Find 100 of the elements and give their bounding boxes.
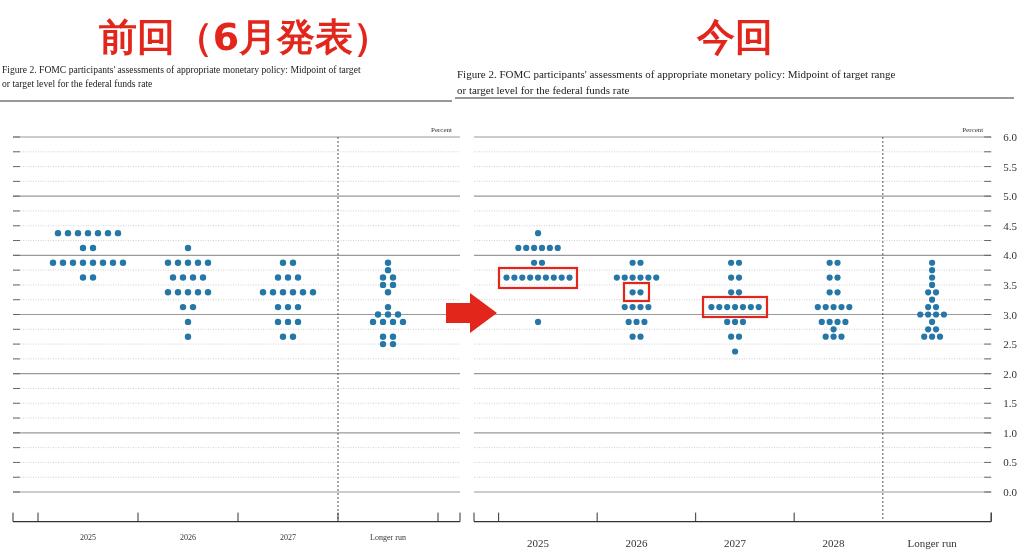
x-tick-label: 2027 <box>280 533 296 542</box>
point <box>284 274 292 281</box>
point <box>379 281 387 289</box>
point <box>89 274 97 281</box>
point <box>79 244 87 252</box>
point <box>503 274 510 281</box>
point <box>523 244 530 252</box>
point <box>830 326 837 333</box>
point <box>389 318 397 326</box>
point <box>724 304 731 311</box>
point <box>389 274 397 281</box>
x-tick-label: 2028 <box>822 537 846 549</box>
point <box>294 274 302 281</box>
point <box>184 318 192 326</box>
point <box>818 318 825 325</box>
x-tick-label: 2025 <box>527 537 550 549</box>
point <box>515 244 522 252</box>
point <box>708 304 715 311</box>
x-tick-label: Longer run <box>907 537 958 549</box>
y-tick-label: 6.0 <box>1003 131 1018 143</box>
point <box>928 267 936 274</box>
point <box>838 304 845 311</box>
point <box>279 289 287 296</box>
point <box>189 274 197 281</box>
point <box>936 333 944 340</box>
y-tick-label: 4.0 <box>1003 249 1018 262</box>
point <box>735 274 743 281</box>
y-tick-label: 5.5 <box>1003 160 1018 173</box>
point <box>389 340 397 348</box>
point <box>826 259 833 266</box>
point <box>822 333 829 340</box>
point <box>940 311 948 318</box>
point <box>550 274 557 281</box>
point <box>731 318 739 325</box>
point <box>755 304 762 311</box>
point <box>399 318 407 326</box>
point <box>621 304 628 311</box>
point <box>925 304 932 311</box>
point <box>379 318 387 326</box>
point <box>169 274 177 281</box>
point <box>735 259 743 266</box>
point <box>274 303 282 311</box>
point <box>269 289 277 296</box>
point <box>928 333 936 340</box>
point <box>204 259 212 266</box>
point <box>731 348 739 355</box>
point <box>928 318 936 325</box>
point <box>932 304 940 311</box>
point <box>625 318 632 325</box>
point <box>724 318 731 325</box>
point <box>542 274 550 281</box>
point <box>379 333 387 340</box>
point <box>842 318 849 325</box>
point <box>917 311 924 318</box>
point <box>59 259 67 266</box>
x-tick-label: 2025 <box>80 533 96 542</box>
point <box>279 259 287 266</box>
point <box>184 289 192 296</box>
point <box>637 304 644 311</box>
point <box>199 274 207 281</box>
point <box>104 229 112 237</box>
point <box>834 274 841 281</box>
y-tick-label: 0.5 <box>1003 456 1018 469</box>
point <box>629 274 636 281</box>
point <box>279 333 287 340</box>
point <box>826 289 833 296</box>
point <box>194 289 202 296</box>
point <box>179 303 187 311</box>
point <box>932 289 940 296</box>
point <box>921 333 928 340</box>
y-tick-label: 0.0 <box>1003 486 1018 499</box>
point <box>530 244 538 252</box>
point <box>747 304 754 311</box>
point <box>645 304 652 311</box>
point <box>925 311 932 318</box>
point <box>384 311 392 318</box>
point <box>928 274 936 281</box>
y-tick-label: 2.0 <box>1003 367 1018 380</box>
point <box>384 289 392 296</box>
point <box>838 333 845 340</box>
point <box>830 333 837 340</box>
point <box>189 303 197 311</box>
point <box>925 326 932 333</box>
point <box>621 274 628 281</box>
y-tick-label: 3.0 <box>1003 308 1018 321</box>
point <box>932 311 940 318</box>
point <box>79 259 87 266</box>
point <box>716 304 723 311</box>
point <box>826 274 833 281</box>
point <box>289 259 297 266</box>
point <box>284 318 292 326</box>
x-tick-label: Longer run <box>370 533 406 542</box>
point <box>164 289 172 296</box>
point <box>739 304 747 311</box>
point <box>629 304 636 311</box>
point <box>629 289 636 296</box>
point <box>728 259 735 266</box>
point <box>814 304 821 311</box>
point <box>546 244 553 252</box>
point <box>830 304 837 311</box>
